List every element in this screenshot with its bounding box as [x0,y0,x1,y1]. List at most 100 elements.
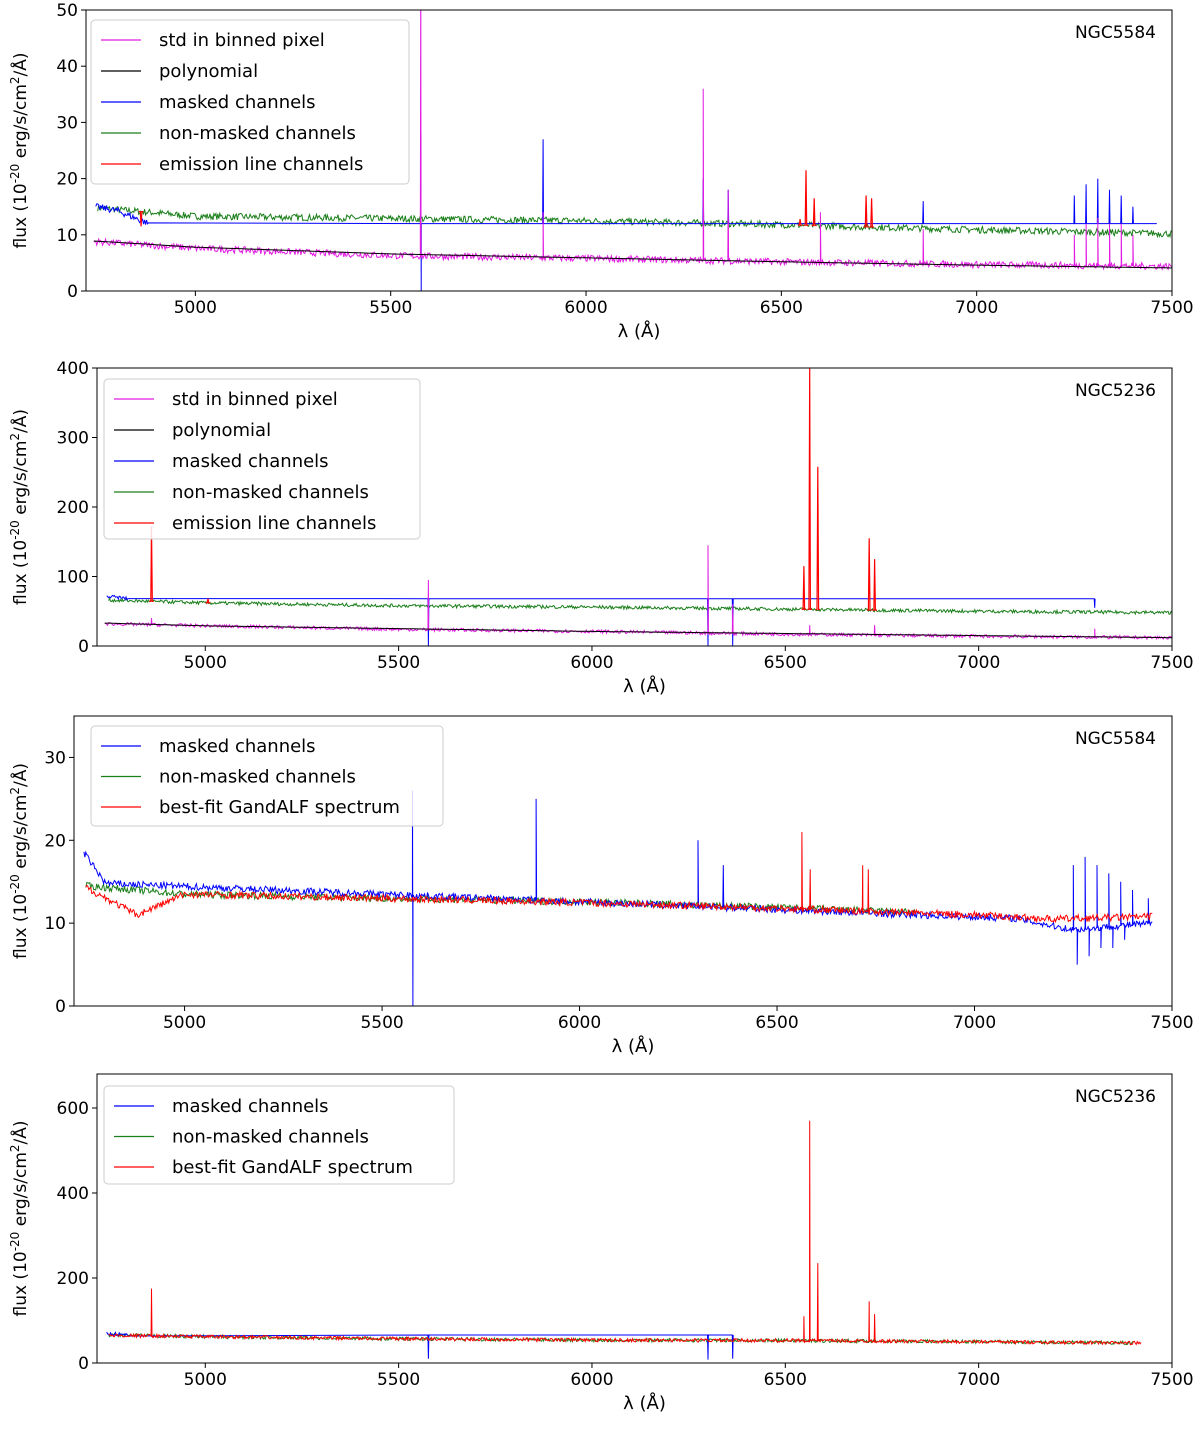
x-tick-label: 6500 [764,1370,807,1390]
legend: std in binned pixel polynomial masked chan… [103,378,421,540]
series-line [138,211,144,227]
legend-label: emission line channels [159,154,363,175]
x-tick-label: 6500 [760,298,803,318]
legend-box [103,378,421,540]
series-group [106,1120,1142,1360]
x-tick-label: 6000 [564,298,607,318]
legend-label: polynomial [172,420,271,441]
legend-label: std in binned pixel [172,389,338,410]
y-axis-label: flux (10-20 erg/s/cm2/Å) [8,409,31,605]
x-axis-label: λ (Å) [618,320,661,342]
chart-panel: 5000 5500 6000 6500 7000 7500 0 10 20 30 λ (Å) flux… [8,715,1194,1057]
y-tick-label: 0 [78,1354,89,1374]
x-axis-label: λ (Å) [612,1035,655,1057]
x-tick-label: 5000 [174,298,217,318]
x-axis-label: λ (Å) [623,675,666,697]
x-axis-label: λ (Å) [623,1392,666,1414]
series-group [93,10,1172,291]
series-line [872,559,877,611]
galaxy-label: NGC5236 [1075,1087,1156,1107]
y-tick-label: 400 [57,359,89,379]
plot-frame [73,715,1173,1007]
y-axis-label: flux (10-20 erg/s/cm2/Å) [8,1120,31,1316]
y-tick-label: 10 [56,226,78,246]
y-tick-label: 600 [57,1099,89,1119]
chart-panel: 5000 5500 6000 6500 7000 7500 0 100 200 300 400 λ (… [8,359,1194,697]
y-tick-label: 10 [44,914,66,934]
y-tick-label: 400 [57,1184,89,1204]
legend-label: non-masked channels [159,767,356,788]
y-tick-label: 30 [56,113,78,133]
x-tick-label: 5500 [369,298,412,318]
series-line [108,597,1172,616]
y-axis-label: flux (10-20 erg/s/cm2/Å) [8,52,31,248]
x-tick-label: 7500 [1150,298,1193,318]
x-tick-label: 7000 [957,1370,1000,1390]
legend-label: non-masked channels [159,123,356,144]
series-line [815,466,821,611]
series-line [106,1331,734,1360]
y-tick-label: 20 [44,831,66,851]
legend-label: best-fit GandALF spectrum [172,1157,413,1178]
y-axis-label: flux (10-20 erg/s/cm2/Å) [8,763,31,959]
series-line [83,790,1153,1006]
x-tick-label: 6500 [764,653,807,673]
series-line [863,195,869,228]
series-line [866,538,872,611]
legend-label: non-masked channels [172,482,369,503]
series-line [108,1120,1142,1346]
y-tick-label: 100 [57,568,89,588]
series-line [85,831,1153,924]
x-tick-label: 7000 [957,653,1000,673]
series-line [104,545,1172,641]
plot-frame [96,1073,1173,1364]
y-tick-label: 30 [44,748,66,768]
y-tick-label: 20 [56,170,78,190]
legend-label: masked channels [172,1096,329,1117]
x-tick-label: 5500 [360,1013,403,1033]
y-tick-label: 0 [78,637,89,657]
series-line [85,881,916,916]
chart-panel: 5000 5500 6000 6500 7000 7500 0 10 20 30 40 50 λ (Å)… [8,1,1194,342]
x-tick-label: 6000 [570,1370,613,1390]
galaxy-label: NGC5584 [1075,23,1156,43]
series-line [797,219,803,226]
series-line [93,10,1172,271]
legend-label: polynomial [159,61,258,82]
legend-box [103,1085,455,1185]
plot-frame [85,9,1173,292]
series-line [807,368,812,610]
legend: masked channels non-masked channels best-f… [103,1085,455,1185]
series-line [205,598,211,604]
series-line [93,240,1172,269]
series-line [803,170,809,226]
x-tick-label: 5500 [377,1370,420,1390]
y-tick-label: 0 [55,997,66,1017]
legend-box [90,725,444,827]
chart-panel: 5000 5500 6000 6500 7000 7500 0 200 400 600 λ (Å) f… [8,1073,1194,1414]
x-tick-label: 7500 [1150,1370,1193,1390]
legend-label: masked channels [172,451,329,472]
series-line [104,622,1172,639]
y-tick-label: 0 [67,282,78,302]
legend-label: non-masked channels [172,1127,369,1148]
x-tick-label: 7000 [953,1013,996,1033]
y-tick-label: 200 [57,1269,89,1289]
x-tick-label: 6500 [755,1013,798,1033]
galaxy-label: NGC5584 [1075,729,1156,749]
x-tick-label: 5000 [184,1370,227,1390]
legend-label: masked channels [159,92,316,113]
y-tick-label: 200 [57,498,89,518]
galaxy-label: NGC5236 [1075,381,1156,401]
legend: masked channels non-masked channels best-f… [90,725,444,827]
series-line [811,198,817,227]
x-tick-label: 5000 [184,653,227,673]
x-tick-label: 7500 [1150,1013,1193,1033]
legend-label: emission line channels [172,513,376,534]
x-tick-label: 5000 [163,1013,206,1033]
x-tick-label: 6000 [558,1013,601,1033]
y-tick-label: 40 [56,57,78,77]
x-tick-label: 6000 [570,653,613,673]
series-group [104,368,1172,646]
